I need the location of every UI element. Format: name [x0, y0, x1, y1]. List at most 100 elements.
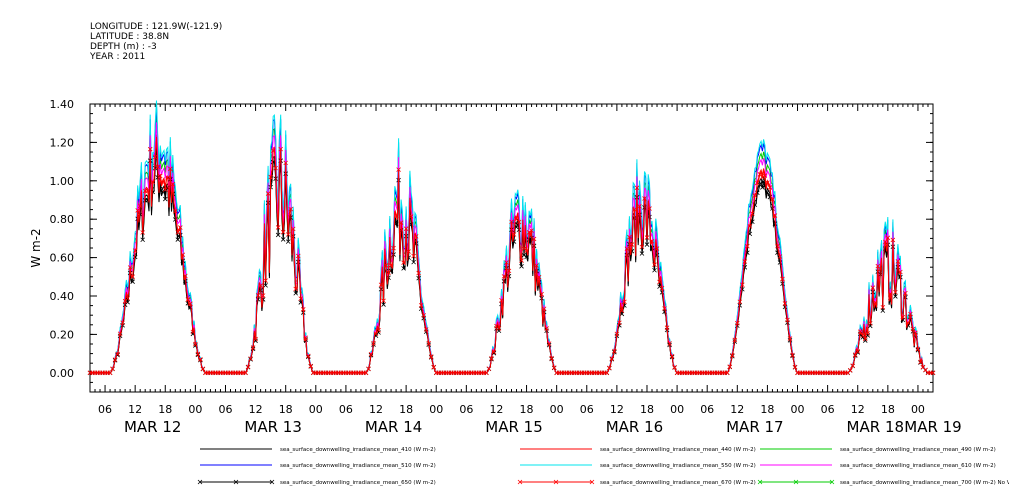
- x-tick-label: 06: [339, 403, 353, 416]
- legend-label: sea_surface_downwelling_irradiance_mean_…: [600, 480, 756, 486]
- series-marker: [157, 173, 163, 179]
- series-marker: [747, 224, 753, 229]
- series-line: [90, 149, 933, 374]
- series-marker: [767, 185, 773, 190]
- series-marker: [132, 254, 138, 260]
- series-marker: [275, 225, 281, 230]
- legend-marker: [589, 479, 595, 485]
- x-tick-label: 18: [520, 403, 534, 416]
- x-tick-label: 12: [489, 403, 503, 416]
- series-marker: [147, 146, 153, 152]
- series-marker: [659, 290, 665, 295]
- series-marker: [880, 304, 886, 310]
- series-marker: [644, 235, 650, 240]
- series-2: [90, 134, 933, 374]
- series-marker: [190, 329, 196, 335]
- series-marker: [398, 220, 404, 226]
- series-marker: [772, 213, 778, 218]
- series-marker: [664, 325, 670, 330]
- series-marker: [885, 235, 891, 241]
- series-marker: [273, 165, 278, 171]
- series-marker: [303, 335, 309, 341]
- series-marker: [652, 262, 657, 267]
- series-marker: [632, 207, 637, 212]
- metadata-header: LONGITUDE : 121.9W(-121.9) LATITUDE : 38…: [90, 22, 222, 62]
- series-marker: [534, 263, 539, 268]
- series-marker: [529, 228, 534, 233]
- series-marker: [546, 341, 552, 346]
- series-marker: [634, 185, 640, 191]
- legend-label: sea_surface_downwelling_irradiance_mean_…: [600, 463, 756, 469]
- x-axis: 06 12 18 00 06 12 18 00 06 12 18 00 06 12 18 00 06 12 18 00…: [89, 104, 962, 436]
- series-marker: [178, 225, 183, 230]
- series-marker: [857, 329, 863, 334]
- series-marker: [652, 267, 657, 273]
- series-marker: [198, 357, 203, 362]
- series-marker: [363, 370, 369, 376]
- series-marker: [536, 274, 542, 280]
- series-marker: [421, 312, 426, 318]
- series-marker: [120, 320, 125, 326]
- series-marker: [263, 278, 268, 283]
- series-line: [90, 136, 933, 374]
- y-axis: 0.00 0.20 0.40 0.60 0.80 1.00 1.20 1.40: [50, 98, 933, 393]
- legend-label: sea_surface_downwelling_irradiance_mean_…: [840, 463, 996, 469]
- series-marker: [541, 306, 547, 312]
- series-marker: [549, 355, 554, 361]
- longitude-label: LONGITUDE : 121.9W(-121.9): [90, 22, 223, 32]
- series-marker: [243, 370, 248, 376]
- series-marker: [135, 208, 140, 213]
- x-day-label: MAR 15: [485, 418, 542, 436]
- x-tick-label: 06: [459, 403, 473, 416]
- series-marker: [900, 314, 906, 320]
- series-marker: [526, 230, 532, 235]
- x-tick-label: 12: [851, 403, 865, 416]
- series-marker: [391, 245, 396, 251]
- series-marker: [732, 337, 738, 343]
- legend-marker: [197, 479, 203, 485]
- legend-label: sea_surface_downwelling_irradiance_mean_…: [840, 480, 1009, 486]
- series-marker: [604, 370, 610, 376]
- x-tick-label: 12: [369, 403, 383, 416]
- x-tick-label: 00: [429, 403, 443, 416]
- series-marker: [777, 254, 783, 259]
- legend-marker: [517, 479, 523, 485]
- series-marker: [416, 270, 421, 276]
- depth-label: DEPTH (m) : -3: [90, 42, 157, 52]
- series-marker: [908, 311, 913, 317]
- series-marker: [378, 282, 384, 288]
- series-layer: [87, 100, 936, 376]
- series-marker: [195, 351, 201, 357]
- legend-label: sea_surface_downwelling_irradiance_mean_…: [280, 447, 436, 453]
- series-marker: [760, 175, 765, 180]
- series-marker: [915, 346, 921, 352]
- series-marker: [649, 245, 655, 251]
- series-marker: [366, 366, 371, 372]
- series-marker: [270, 148, 276, 153]
- series-marker: [278, 146, 283, 152]
- series-marker: [112, 357, 118, 362]
- series-marker: [408, 214, 414, 219]
- series-4: [90, 105, 933, 374]
- y-tick-label: 1.00: [50, 175, 75, 188]
- latitude-label: LATITUDE : 38.8N: [90, 32, 170, 42]
- series-marker: [790, 352, 795, 358]
- series-marker: [519, 264, 524, 269]
- y-tick-label: 0.60: [50, 252, 75, 265]
- legend-marker: [757, 479, 763, 485]
- series-marker: [152, 154, 158, 160]
- series-marker: [770, 206, 775, 211]
- legend-marker: [793, 479, 799, 485]
- series-marker: [501, 274, 507, 279]
- series-marker: [371, 340, 376, 346]
- series-marker: [780, 281, 785, 287]
- series-marker: [132, 248, 138, 253]
- x-tick-label: 06: [98, 403, 112, 416]
- series-marker: [117, 331, 123, 337]
- y-tick-label: 0.40: [50, 290, 75, 303]
- series-marker: [792, 364, 798, 370]
- series-marker: [910, 326, 916, 332]
- series-marker: [770, 197, 775, 202]
- series-marker: [175, 230, 181, 235]
- x-day-label: MAR 14: [365, 418, 422, 436]
